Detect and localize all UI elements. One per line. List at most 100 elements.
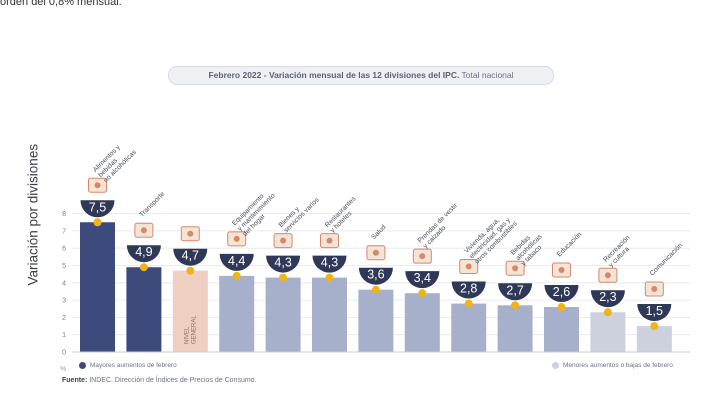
- value-bubble: [590, 290, 625, 308]
- bar: [404, 293, 440, 352]
- value-bubble: [544, 285, 579, 303]
- value-label: 3,6: [367, 268, 384, 282]
- bar-top-dot: [279, 273, 288, 282]
- value-label: 2,7: [506, 283, 523, 297]
- bar: [636, 326, 672, 352]
- category-label-line: Comunicación: [649, 242, 685, 278]
- y-tick-label: 7: [62, 228, 66, 235]
- y-tick-label: 0: [62, 350, 66, 357]
- icon-detail: [280, 237, 287, 244]
- value-label: 4,7: [182, 249, 199, 263]
- source-label: Fuente:: [62, 377, 88, 384]
- chart-title-suffix: Total nacional: [459, 70, 514, 80]
- icon-detail: [372, 249, 379, 256]
- category-label-line: Transporte: [138, 190, 166, 218]
- category-label: Prendas de vestiry calzado: [417, 202, 465, 250]
- shirt-icon: [412, 248, 432, 264]
- category-label: Educación: [556, 231, 584, 259]
- lightbulb-icon: [459, 259, 479, 275]
- bar: [451, 303, 487, 352]
- bar-top-dot: [511, 301, 520, 310]
- bar-top-dot: [557, 303, 566, 312]
- general-level-line: GENERAL: [191, 315, 197, 344]
- value-bubble: [637, 304, 672, 322]
- notebook-icon: [552, 262, 571, 278]
- camera-icon: [598, 267, 618, 283]
- icon-detail: [651, 286, 658, 293]
- value-label: 2,3: [599, 290, 616, 304]
- value-label: 4,9: [135, 245, 152, 259]
- source-text: INDEC. Dirección de Índices de Precios d…: [87, 377, 257, 384]
- legend-light-swatch: [552, 362, 559, 369]
- value-bubble: [405, 271, 440, 289]
- bar-top-dot: [418, 289, 427, 298]
- value-label: 4,4: [228, 254, 245, 268]
- bar: [358, 289, 394, 352]
- value-label: 1,5: [646, 304, 663, 318]
- icon-detail: [465, 263, 472, 270]
- wine-bottle-icon: [505, 260, 525, 276]
- value-bubble: [126, 245, 161, 263]
- legend-low: Menores aumentos o bajas de febrero: [552, 362, 673, 369]
- value-label: 7,5: [89, 200, 106, 214]
- percent-symbol: %: [60, 366, 67, 373]
- value-bubble: [358, 267, 393, 285]
- bar: [497, 305, 533, 352]
- category-label-line: Educación: [556, 231, 584, 259]
- legend-low-label: Menores aumentos o bajas de febrero: [563, 362, 673, 369]
- icon-detail: [558, 267, 565, 274]
- general-level-label: NIVELGENERAL: [184, 315, 197, 344]
- bar-top-dot: [603, 308, 612, 317]
- stove-icon: [227, 231, 247, 247]
- legend-high: Mayores aumentos de febrero: [79, 362, 177, 369]
- value-label: 4,3: [321, 256, 338, 270]
- value-bubble: [498, 283, 533, 301]
- value-label: 3,4: [414, 271, 431, 285]
- y-tick-label: 6: [62, 246, 66, 253]
- category-label: Recreacióny cultura: [602, 234, 637, 269]
- y-tick-label: 5: [62, 263, 66, 270]
- bar: [172, 270, 208, 352]
- bar-top-dot: [93, 218, 102, 227]
- value-label: 2,8: [460, 282, 477, 296]
- y-tick-label: 3: [62, 298, 66, 305]
- bar: [312, 277, 347, 352]
- icon-detail: [140, 227, 147, 234]
- y-tick-label: 4: [62, 280, 66, 287]
- category-label: Bienes yservicios varios: [278, 191, 322, 235]
- general-level-line: NIVEL: [184, 326, 190, 344]
- icon-detail: [326, 237, 333, 244]
- bar: [265, 277, 301, 352]
- bottles-icon: [273, 233, 293, 249]
- chart-title: Febrero 2022 - Variación mensual de las …: [168, 66, 554, 85]
- bar: [80, 222, 115, 352]
- category-label: Bebidasalcohólicasy tabaco: [510, 228, 550, 268]
- bar-top-dot: [464, 299, 473, 308]
- bar: [219, 275, 255, 352]
- icon-detail: [233, 235, 240, 242]
- bar-top-dot: [186, 266, 195, 275]
- category-label-line: Salud: [370, 224, 387, 241]
- bar-top-dot: [232, 271, 241, 280]
- bar-top-dot: [650, 322, 659, 331]
- category-label: Salud: [370, 224, 387, 241]
- category-label: Vivienda, agua,electricidad, gas yotros …: [463, 210, 519, 266]
- bar-top-dot: [325, 273, 334, 282]
- smartphone-icon: [644, 281, 664, 297]
- value-bubble: [80, 200, 115, 218]
- car-icon: [134, 222, 154, 238]
- value-label: 4,3: [274, 256, 291, 270]
- category-label: Alimentos ybebidasno alcohólicas: [92, 138, 138, 184]
- category-label: Transporte: [138, 190, 166, 218]
- icon-detail: [604, 272, 611, 279]
- icon-detail: [512, 265, 519, 272]
- value-bubble: [219, 253, 254, 271]
- bar: [126, 267, 162, 352]
- intro-text-fragment: orden del 0,8% mensual.: [0, 0, 122, 8]
- legend-dark-swatch: [79, 362, 86, 369]
- icon-detail: [187, 230, 194, 237]
- bar: [590, 312, 626, 352]
- icon-detail: [94, 182, 101, 189]
- icon-detail: [419, 253, 426, 260]
- bar: [544, 307, 579, 352]
